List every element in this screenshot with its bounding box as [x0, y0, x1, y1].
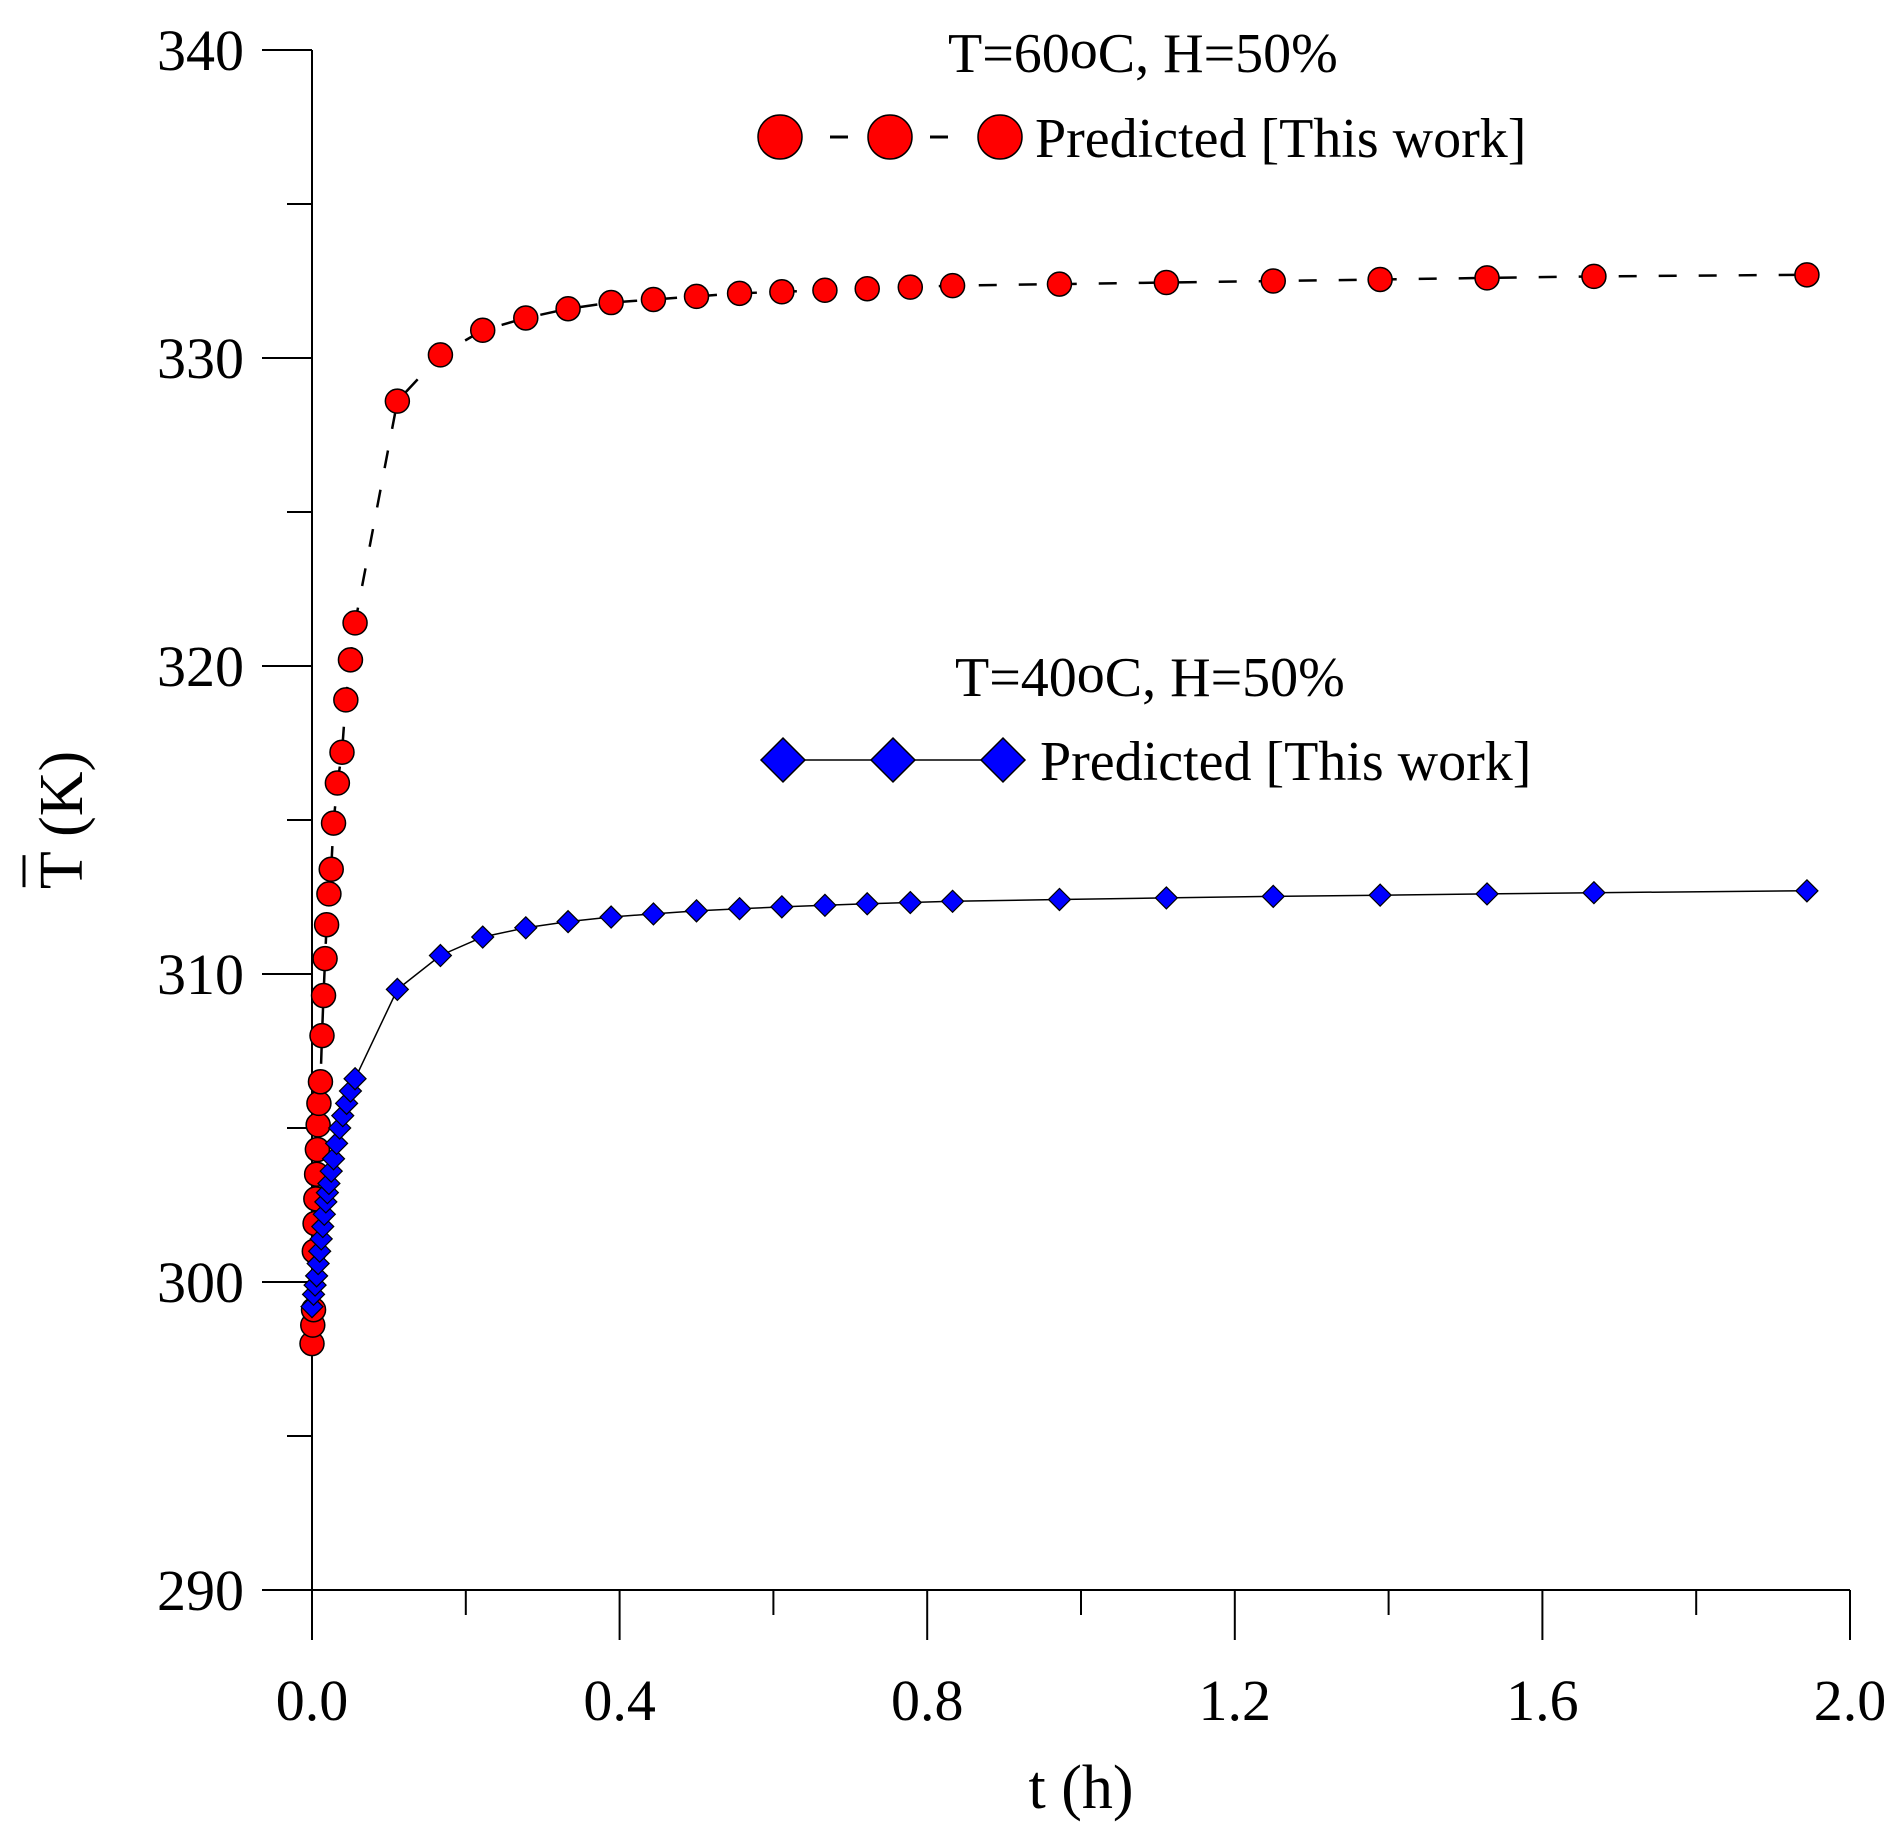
x-ticks: 0.0 0.4 0.8 1.2 1.6 2.0 — [276, 1590, 1887, 1733]
data-point — [683, 283, 710, 310]
data-point — [307, 1069, 334, 1095]
data-point — [316, 881, 342, 907]
data-point — [513, 305, 539, 331]
axes — [311, 50, 1850, 1591]
y-tick-label: 320 — [157, 634, 244, 699]
data-point — [598, 289, 624, 316]
legend-series-60c: T=60oC, H=50% Predicted [This work] — [757, 19, 1526, 170]
series-line — [310, 273, 1807, 1344]
data-point — [1795, 878, 1819, 903]
data-point — [1367, 266, 1393, 293]
data-point — [1260, 268, 1286, 294]
data-point — [854, 275, 880, 302]
data-point — [321, 1146, 346, 1171]
legend-label-40c: Predicted [This work] — [1040, 731, 1531, 793]
data-point — [324, 1131, 349, 1156]
data-point — [726, 280, 753, 307]
x-tick-label: 1.2 — [1199, 1668, 1272, 1733]
data-point — [427, 342, 454, 368]
legend-condition-40c: T=40oC, H=50% — [955, 643, 1345, 709]
legend-marker-60c-3 — [977, 114, 1023, 160]
y-tick-label: 330 — [157, 326, 244, 391]
data-point — [1581, 263, 1607, 290]
legend-marker-40c-3 — [979, 736, 1027, 784]
x-tick-label: 2.0 — [1814, 1668, 1887, 1733]
data-point — [812, 277, 838, 303]
y-axis-title: T (K) — [28, 751, 96, 889]
data-point — [428, 943, 453, 968]
series-40c — [300, 878, 1819, 1319]
x-tick-label: 0.8 — [891, 1668, 964, 1733]
data-point — [337, 647, 364, 673]
data-point — [813, 893, 837, 918]
data-point — [310, 982, 337, 1009]
x-tick-label: 1.6 — [1506, 1668, 1579, 1733]
y-tick-label: 340 — [157, 18, 244, 83]
data-point — [555, 295, 581, 322]
data-point — [306, 1090, 332, 1117]
data-point — [329, 739, 355, 765]
data-point — [1153, 269, 1180, 296]
data-point — [318, 856, 344, 883]
data-point — [312, 945, 338, 972]
x-axis-title: t (h) — [1028, 1754, 1133, 1822]
data-point — [305, 1112, 331, 1138]
legend-marker-60c-2 — [867, 114, 913, 160]
data-point — [313, 911, 340, 938]
data-point — [385, 977, 410, 1002]
data-point — [320, 810, 347, 836]
data-point — [342, 610, 368, 636]
legend-marker-40c-2 — [869, 736, 917, 784]
data-point — [470, 925, 495, 949]
y-tick-label: 300 — [157, 1250, 244, 1315]
data-point — [556, 909, 580, 934]
data-point — [939, 272, 966, 299]
data-point — [469, 317, 496, 344]
data-point — [599, 905, 623, 929]
y-ticks: 290 300 310 320 330 340 — [157, 18, 312, 1623]
data-point — [897, 274, 924, 300]
legend-marker-60c-1 — [757, 114, 803, 160]
legend-series-40c: T=40oC, H=50% Predicted [This work] — [759, 643, 1531, 793]
data-point — [898, 890, 923, 915]
data-point — [1154, 886, 1179, 910]
data-point — [641, 902, 666, 926]
legend-label-60c: Predicted [This work] — [1035, 108, 1526, 170]
data-point — [1261, 884, 1286, 909]
data-point — [1368, 883, 1392, 908]
data-point — [940, 889, 965, 914]
series-layer — [299, 262, 1820, 1357]
data-point — [1046, 271, 1073, 297]
data-point — [1047, 887, 1072, 912]
data-point — [1475, 882, 1499, 906]
data-point — [769, 279, 795, 305]
data-point — [640, 286, 667, 313]
data-point — [324, 770, 351, 796]
data-point — [684, 899, 709, 923]
series-60c — [299, 262, 1820, 1357]
data-point — [1474, 265, 1500, 291]
data-point — [309, 1022, 335, 1049]
degree-symbol: o — [1070, 19, 1098, 81]
data-point — [513, 915, 538, 940]
x-tick-label: 0.0 — [276, 1668, 349, 1733]
y-axis-title-group: T (K) — [22, 751, 96, 889]
legend-marker-40c-1 — [759, 736, 807, 784]
series-line — [311, 890, 1807, 1307]
legend-condition-60c: T=60oC, H=50% — [948, 19, 1338, 85]
y-tick-label: 290 — [157, 1558, 244, 1623]
data-point — [727, 896, 752, 921]
data-point — [855, 891, 880, 916]
data-point — [333, 687, 359, 713]
data-point — [1582, 880, 1606, 905]
x-tick-label: 0.4 — [583, 1668, 656, 1733]
y-tick-label: 310 — [157, 942, 244, 1007]
data-point — [770, 895, 794, 919]
data-point — [1794, 262, 1820, 288]
data-point — [343, 1066, 367, 1091]
degree-symbol: o — [1077, 643, 1105, 705]
data-point — [384, 388, 411, 414]
